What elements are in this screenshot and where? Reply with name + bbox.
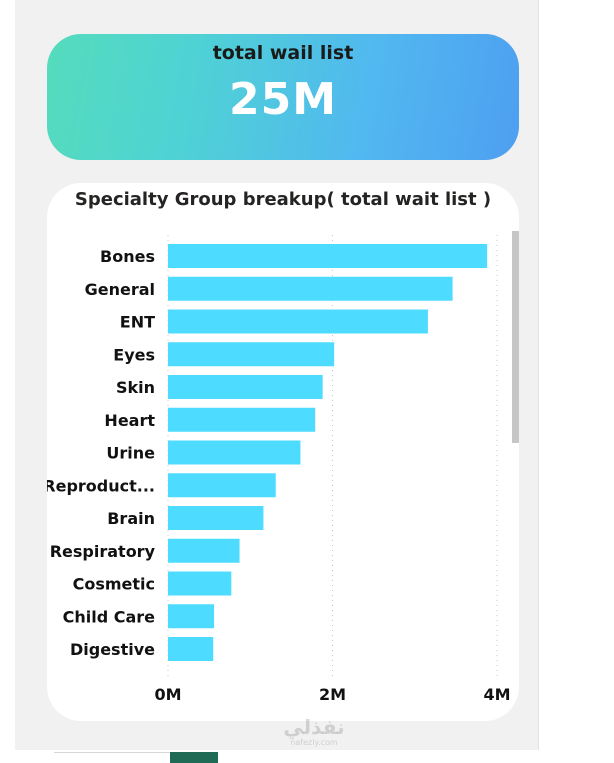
x-tick-label: 2M xyxy=(319,685,346,704)
bar-series[interactable] xyxy=(168,244,488,661)
category-label: Digestive xyxy=(70,640,155,659)
category-label: Urine xyxy=(106,444,155,463)
category-label: Skin xyxy=(116,378,155,397)
chart-scrollbar-thumb[interactable] xyxy=(512,231,519,443)
category-label: Reproduct... xyxy=(47,476,155,495)
category-labels: Bones General ENT Eyes Skin Heart Urine Reprodu… xyxy=(47,247,156,659)
x-tick-label: 0M xyxy=(154,685,181,704)
watermark-domain: nafezly.com xyxy=(290,738,338,747)
specialty-bar-chart[interactable]: Bones General ENT Eyes Skin Heart Urine Reprodu… xyxy=(47,183,519,721)
category-label: Cosmetic xyxy=(73,575,155,594)
chart-scrollbar-track[interactable] xyxy=(511,230,519,680)
category-label: Eyes xyxy=(113,345,155,364)
bar-reproduct[interactable] xyxy=(168,473,276,498)
category-label: Brain xyxy=(107,509,155,528)
bar-skin[interactable] xyxy=(168,375,323,399)
specialty-breakup-chart-card[interactable]: Specialty Group breakup( total wait list… xyxy=(47,183,519,721)
category-label: Respiratory xyxy=(50,542,156,561)
bar-bones[interactable] xyxy=(168,244,488,268)
dashboard-panel: total wail list 25M Specialty Group brea… xyxy=(15,0,539,750)
watermark-logo: نفذلي xyxy=(283,715,345,739)
bar-digestive[interactable] xyxy=(168,637,214,661)
bottom-tab-accent xyxy=(170,752,218,763)
bar-ent[interactable] xyxy=(168,309,428,334)
watermark: نفذلي nafezly.com xyxy=(277,716,351,748)
kpi-title: total wail list xyxy=(212,42,354,64)
x-tick-label: 4M xyxy=(483,685,510,704)
bar-heart[interactable] xyxy=(168,407,316,432)
category-label: Child Care xyxy=(63,607,156,626)
category-label: ENT xyxy=(120,313,155,332)
category-label: General xyxy=(85,280,155,299)
bar-respiratory[interactable] xyxy=(168,538,240,563)
total-wait-list-card[interactable]: total wail list 25M xyxy=(47,34,519,160)
bar-general[interactable] xyxy=(168,276,453,301)
bar-cosmetic[interactable] xyxy=(168,571,232,596)
category-label: Bones xyxy=(100,247,155,266)
bottom-tab-outline xyxy=(54,752,170,763)
chart-title: Specialty Group breakup( total wait list… xyxy=(74,189,492,210)
kpi-value: 25M xyxy=(228,74,337,125)
bar-urine[interactable] xyxy=(168,440,301,465)
category-label: Heart xyxy=(104,411,155,430)
bar-eyes[interactable] xyxy=(168,342,335,367)
x-axis-tick-labels: 0M 2M 4M xyxy=(154,685,510,704)
bar-child-care[interactable] xyxy=(168,604,215,629)
bar-brain[interactable] xyxy=(168,506,264,530)
